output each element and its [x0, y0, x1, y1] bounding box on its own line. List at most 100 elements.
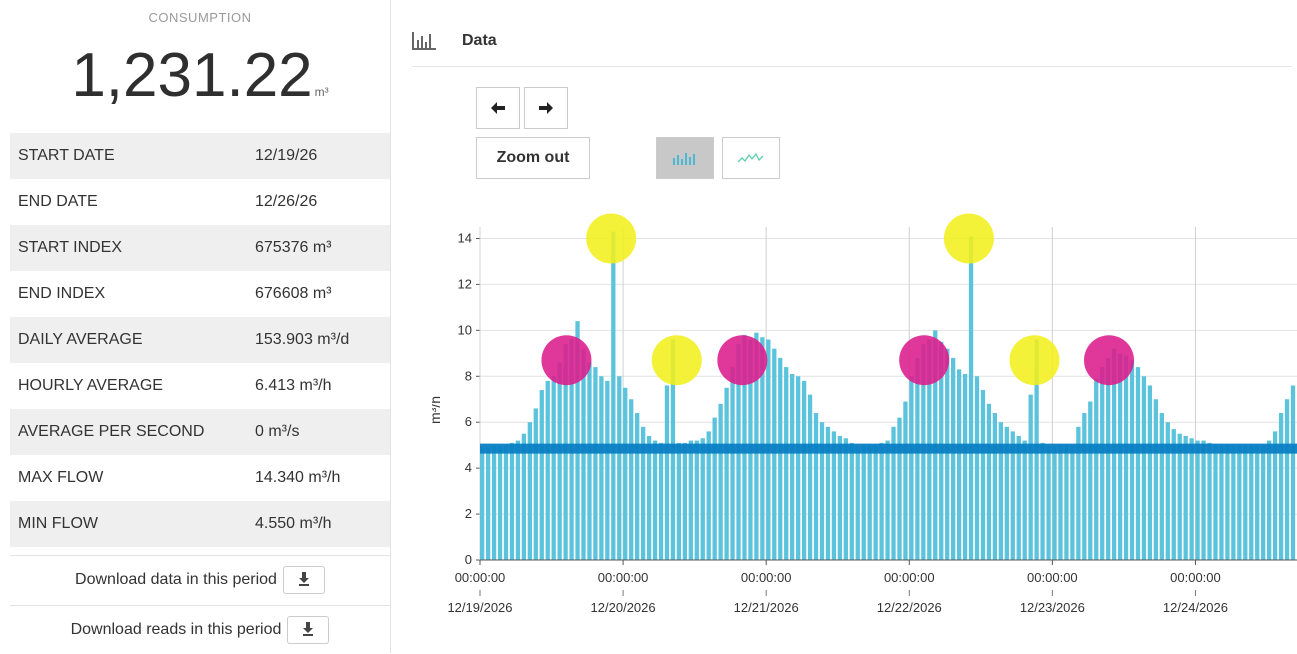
baseline-band-rect	[480, 443, 1297, 454]
bar	[599, 376, 604, 560]
arrow-right-icon	[539, 102, 553, 114]
bar	[873, 445, 878, 560]
bar	[623, 387, 628, 560]
stat-row-hourly-average: HOURLY AVERAGE 6.413 m³/h	[10, 363, 390, 409]
bar	[1243, 445, 1248, 560]
bar	[724, 387, 729, 560]
bar	[1225, 445, 1230, 560]
chart-bars	[480, 231, 1296, 560]
bar	[945, 348, 950, 560]
y-tick-label: 6	[465, 414, 472, 429]
bar	[1052, 445, 1057, 560]
bar	[1028, 394, 1033, 560]
stat-value: 675376 m³	[255, 239, 332, 256]
bar	[1135, 367, 1141, 560]
stat-value: 6.413 m³/h	[255, 377, 332, 394]
bar	[825, 426, 831, 560]
bar	[611, 231, 616, 560]
bar	[551, 376, 556, 560]
bar	[1219, 445, 1224, 560]
bar	[1010, 431, 1015, 560]
bar	[867, 445, 872, 560]
download-data-label: Download data in this period	[75, 571, 277, 588]
bar	[1278, 413, 1284, 560]
bar	[813, 413, 819, 560]
consumption-unit: m³	[314, 85, 329, 99]
previous-period-button[interactable]	[476, 87, 520, 129]
stat-label: END DATE	[18, 193, 98, 210]
x-tick-time: 00:00:00	[741, 570, 792, 585]
bar	[1064, 445, 1069, 560]
stat-value: 12/26/26	[255, 193, 318, 210]
bar	[1088, 401, 1093, 560]
download-reads-button[interactable]	[287, 616, 330, 644]
stat-value: 153.903 m³/d	[255, 331, 350, 348]
stat-row-min-flow: MIN FLOW 4.550 m³/h	[10, 501, 390, 547]
next-period-button[interactable]	[524, 87, 568, 129]
bar-chart-toggle[interactable]	[656, 137, 714, 179]
bar	[593, 367, 598, 560]
bar	[1153, 399, 1159, 560]
bar-chart-icon	[412, 32, 436, 50]
panel-header: Data	[412, 20, 1292, 67]
bar	[784, 367, 789, 560]
bar	[903, 401, 908, 560]
bar	[909, 376, 914, 560]
stat-row-daily-average: DAILY AVERAGE 153.903 m³/d	[10, 317, 390, 363]
peak-highlight-marker	[943, 213, 994, 264]
bar	[1111, 348, 1117, 560]
y-tick-label: 2	[465, 506, 472, 521]
download-data-button[interactable]	[282, 566, 325, 594]
download-reads-label: Download reads in this period	[70, 621, 282, 638]
bar	[849, 442, 854, 560]
stat-value: 676608 m³	[255, 285, 332, 302]
bar	[1255, 445, 1260, 560]
bar	[986, 403, 992, 560]
bar	[772, 348, 777, 560]
bar	[491, 445, 497, 560]
y-tick-label: 12	[458, 276, 472, 291]
cluster-highlight-marker	[541, 335, 592, 386]
panel-title: Data	[462, 32, 497, 49]
bar-chart-icon	[673, 153, 695, 165]
stat-label: MAX FLOW	[18, 469, 104, 486]
bar	[1195, 440, 1200, 560]
bar	[1040, 442, 1045, 560]
stat-label: START DATE	[18, 147, 115, 164]
bar	[980, 390, 986, 560]
bar	[1290, 385, 1296, 560]
bar	[1129, 360, 1135, 560]
bar	[557, 362, 562, 560]
bar	[527, 422, 532, 560]
bar	[1076, 426, 1081, 560]
zoom-out-button[interactable]: Zoom out	[476, 137, 590, 179]
bar	[688, 440, 693, 560]
stat-row-end-date: END DATE 12/26/26	[10, 179, 390, 225]
x-tick-time: 00:00:00	[884, 570, 935, 585]
x-tick-time: 00:00:00	[1027, 570, 1078, 585]
bar	[545, 380, 550, 560]
stat-row-end-index: END INDEX 676608 m³	[10, 271, 390, 317]
bar	[968, 236, 974, 560]
bar	[1284, 399, 1290, 560]
bar	[509, 442, 515, 560]
bar	[1004, 426, 1009, 560]
stat-label: DAILY AVERAGE	[18, 331, 143, 348]
bar	[956, 369, 962, 560]
y-axis: 0 2 4 6 8 10 12 14	[458, 227, 481, 567]
bar	[843, 438, 848, 560]
download-reads-row: Download reads in this period	[10, 605, 390, 654]
bar	[700, 438, 705, 560]
y-tick-label: 0	[465, 552, 472, 567]
bar	[1189, 438, 1194, 560]
bar	[730, 367, 735, 560]
bar	[1165, 422, 1170, 560]
stat-value: 0 m³/s	[255, 423, 300, 440]
line-chart-toggle[interactable]	[722, 137, 780, 179]
bar	[581, 348, 586, 560]
x-tick-time: 00:00:00	[598, 570, 649, 585]
bar	[658, 442, 664, 560]
peak-highlight-marker	[1009, 335, 1060, 386]
x-tick-date: 12/23/2026	[1020, 600, 1085, 615]
x-tick-date: 12/24/2026	[1163, 600, 1228, 615]
